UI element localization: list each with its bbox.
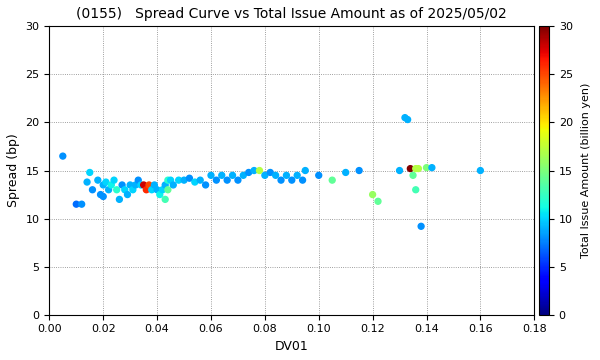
Point <box>422 165 431 171</box>
Point <box>109 177 119 183</box>
Point <box>71 201 81 207</box>
Point <box>254 168 264 174</box>
Point <box>249 168 259 174</box>
Point <box>190 179 200 185</box>
Point <box>155 192 164 197</box>
Point <box>265 170 275 175</box>
Point <box>98 182 108 188</box>
Point <box>128 187 137 193</box>
Point <box>206 172 216 178</box>
Point <box>408 172 418 178</box>
Point <box>185 175 194 181</box>
Point <box>160 182 170 188</box>
Point <box>107 182 116 188</box>
Point <box>427 165 437 171</box>
Point <box>85 170 95 175</box>
Point <box>403 117 412 122</box>
Point <box>281 172 291 178</box>
Point <box>244 170 253 175</box>
Title: (0155)   Spread Curve vs Total Issue Amount as of 2025/05/02: (0155) Spread Curve vs Total Issue Amoun… <box>76 7 507 21</box>
Point <box>212 177 221 183</box>
Y-axis label: Total Issue Amount (billion yen): Total Issue Amount (billion yen) <box>581 83 591 258</box>
Point <box>400 115 410 121</box>
Point <box>96 192 106 197</box>
Point <box>136 182 146 188</box>
Point <box>341 170 350 175</box>
Point <box>298 177 307 183</box>
Point <box>122 192 132 197</box>
Point <box>413 166 423 171</box>
Point <box>239 172 248 178</box>
Point <box>406 166 415 171</box>
Point <box>411 187 421 193</box>
Point <box>476 168 485 174</box>
Point <box>174 177 184 183</box>
Point <box>93 177 103 183</box>
Point <box>166 177 175 183</box>
Point <box>301 168 310 174</box>
Point <box>179 177 189 183</box>
Point <box>82 179 92 185</box>
Point <box>163 177 173 183</box>
Point <box>355 168 364 174</box>
Point <box>411 166 421 171</box>
Point <box>163 187 173 193</box>
Point <box>373 198 383 204</box>
Point <box>271 172 280 178</box>
Point <box>88 187 97 193</box>
Point <box>328 177 337 183</box>
Point <box>368 192 377 197</box>
Point <box>395 168 404 174</box>
Point <box>169 182 178 188</box>
Point <box>101 179 111 185</box>
Point <box>233 177 243 183</box>
Point <box>77 201 86 207</box>
Point <box>147 187 157 193</box>
Point <box>217 172 227 178</box>
Point <box>152 187 162 193</box>
Point <box>260 172 269 178</box>
Point <box>314 172 323 178</box>
Point <box>158 187 167 193</box>
Point <box>223 177 232 183</box>
Point <box>196 177 205 183</box>
Y-axis label: Spread (bp): Spread (bp) <box>7 134 20 207</box>
Point <box>133 177 143 183</box>
Point <box>104 187 113 193</box>
Point <box>117 182 127 188</box>
Point <box>112 187 121 193</box>
Point <box>160 197 170 202</box>
Point <box>131 182 140 188</box>
Point <box>125 182 135 188</box>
Point <box>292 172 302 178</box>
Point <box>149 182 159 188</box>
Point <box>228 172 238 178</box>
Point <box>142 187 151 193</box>
Point <box>58 153 68 159</box>
Point <box>287 177 296 183</box>
Point <box>416 224 426 229</box>
Point <box>144 182 154 188</box>
Point <box>120 187 130 193</box>
Point <box>98 194 108 199</box>
Point <box>201 182 211 188</box>
Point <box>115 197 124 202</box>
Point <box>139 182 148 188</box>
Point <box>276 177 286 183</box>
X-axis label: DV01: DV01 <box>275 340 308 353</box>
